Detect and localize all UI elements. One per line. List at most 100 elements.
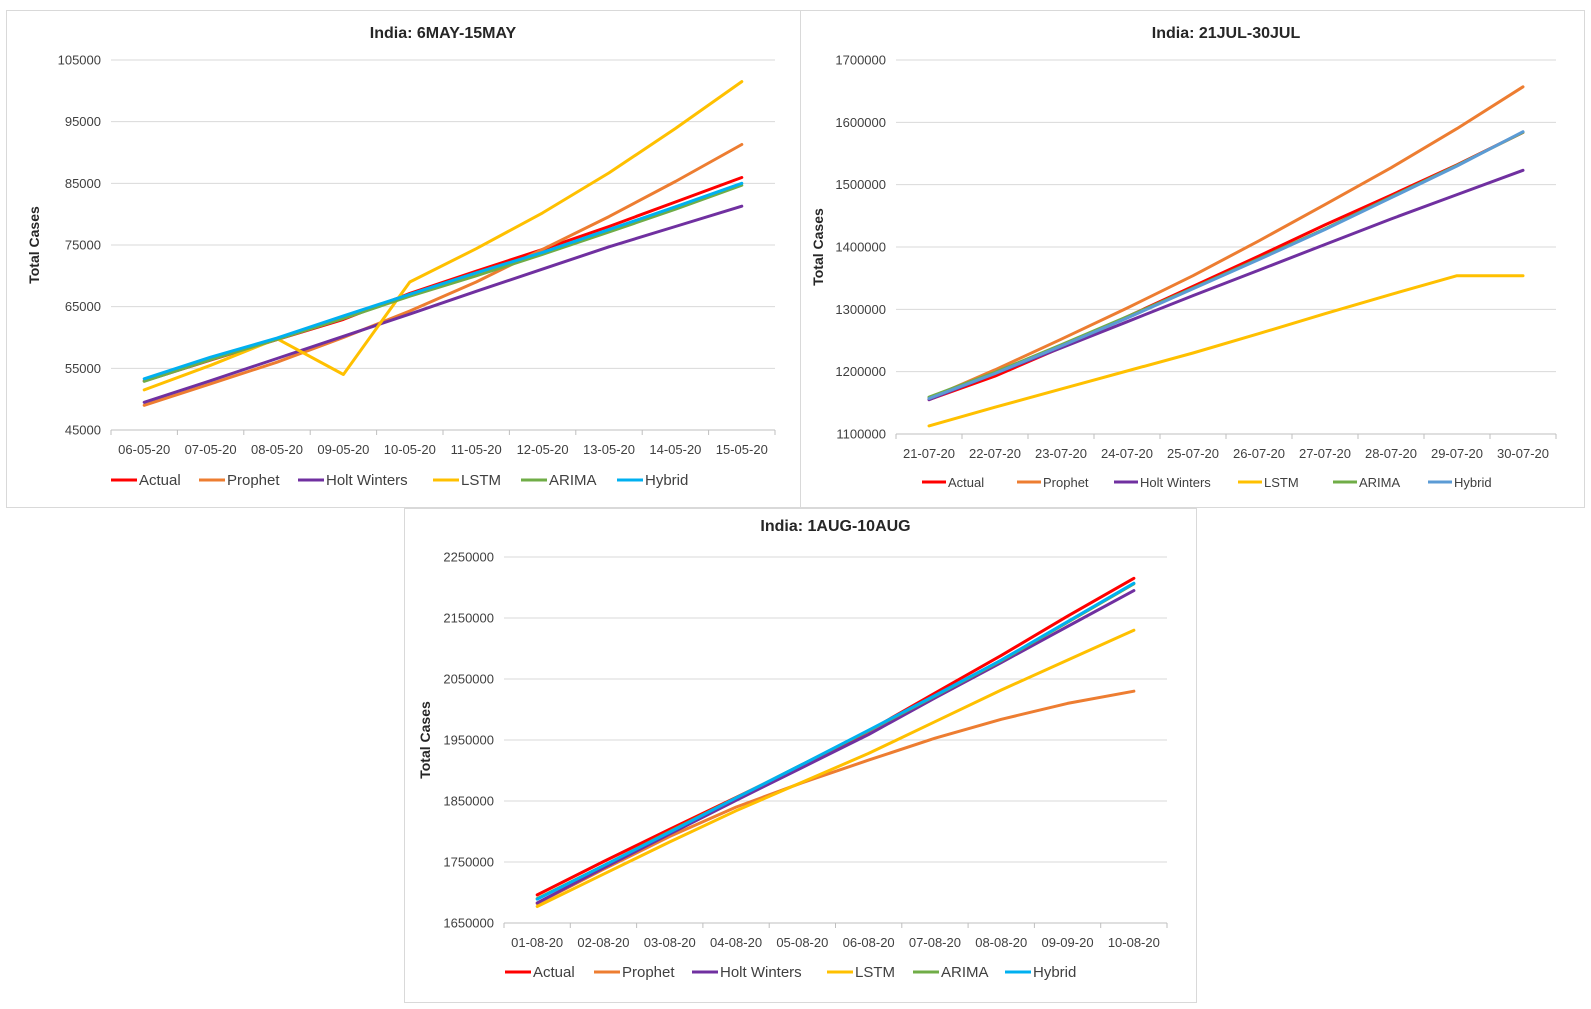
chart-panel-august: India: 1AUG-10AUG Total Cases 1650000 17500… — [404, 508, 1197, 1003]
y-tick-label: 105000 — [58, 53, 101, 68]
series-line-hybrid — [535, 581, 1136, 901]
x-tick-label: 08-05-20 — [251, 442, 303, 457]
y-tick-label: 2250000 — [443, 550, 494, 565]
y-tick-label: 1500000 — [835, 177, 886, 192]
x-tick-label: 23-07-20 — [1035, 446, 1087, 461]
y-tick-label: 45000 — [65, 423, 101, 438]
legend-item-prophet: Prophet — [199, 472, 280, 489]
x-tick-label: 14-05-20 — [649, 442, 701, 457]
legend-label: LSTM — [1264, 475, 1299, 490]
x-tick-label: 06-08-20 — [843, 935, 895, 950]
x-tick-label: 22-07-20 — [969, 446, 1021, 461]
series-line-hybrid — [142, 181, 744, 381]
x-tick-label: 30-07-20 — [1497, 446, 1549, 461]
series-line-lstm — [927, 274, 1525, 428]
y-axis-label: Total Cases — [26, 206, 42, 284]
legend-item-prophet: Prophet — [594, 964, 675, 981]
series-line-prophet — [927, 85, 1525, 400]
legend-label: Actual — [948, 475, 984, 490]
y-tick-label: 1850000 — [443, 794, 494, 809]
y-tick-label: 1750000 — [443, 855, 494, 870]
series-line-actual — [535, 576, 1136, 897]
x-tick-label: 03-08-20 — [644, 935, 696, 950]
legend-item-holt-winters: Holt Winters — [298, 472, 408, 489]
line-chart-may: India: 6MAY-15MAY Total Cases 45000 55000 65… — [26, 25, 776, 489]
x-tick-label: 27-07-20 — [1299, 446, 1351, 461]
y-tick-label: 1400000 — [835, 240, 886, 255]
legend-item-actual: Actual — [111, 472, 181, 489]
x-tick-label: 10-08-20 — [1108, 935, 1160, 950]
y-axis-label: Total Cases — [810, 208, 826, 286]
series-line-lstm — [142, 80, 744, 392]
legend-label: Prophet — [1043, 475, 1089, 490]
y-tick-label: 2050000 — [443, 672, 494, 687]
y-tick-label: 95000 — [65, 114, 101, 129]
y-tick-label: 75000 — [65, 238, 101, 253]
legend-item-holt-winters: Holt Winters — [1114, 475, 1211, 490]
series-line-prophet — [142, 143, 744, 407]
x-tick-label: 11-05-20 — [451, 442, 502, 457]
legend-label: Holt Winters — [720, 964, 802, 981]
x-tick-label: 09-05-20 — [317, 442, 369, 457]
line-chart-july: India: 21JUL-30JUL Total Cases 1100000 1200… — [810, 25, 1557, 490]
x-tick-label: 24-07-20 — [1101, 446, 1153, 461]
chart-title: India: 6MAY-15MAY — [370, 25, 517, 42]
series-line-arima — [142, 183, 744, 383]
line-chart-august: India: 1AUG-10AUG Total Cases 1650000 17500… — [417, 518, 1168, 981]
legend-label: Holt Winters — [1140, 475, 1211, 490]
x-tick-label: 06-05-20 — [118, 442, 170, 457]
legend-label: Holt Winters — [326, 472, 408, 489]
legend-item-arima: ARIMA — [913, 964, 989, 981]
x-tick-label: 07-08-20 — [909, 935, 961, 950]
legend-label: Hybrid — [1033, 964, 1076, 981]
legend-label: ARIMA — [1359, 475, 1401, 490]
series-line-prophet — [535, 689, 1136, 905]
y-tick-label: 1200000 — [835, 364, 886, 379]
series-line-lstm — [535, 628, 1136, 908]
x-tick-label: 02-08-20 — [577, 935, 629, 950]
legend-label: Prophet — [622, 964, 675, 981]
x-tick-label: 29-07-20 — [1431, 446, 1483, 461]
legend-item-hybrid: Hybrid — [617, 472, 688, 489]
chart-title: India: 1AUG-10AUG — [760, 518, 910, 535]
legend-item-holt-winters: Holt Winters — [692, 964, 802, 981]
y-tick-label: 1300000 — [835, 302, 886, 317]
y-tick-label: 1950000 — [443, 733, 494, 748]
legend-item-actual: Actual — [922, 475, 984, 490]
legend-label: LSTM — [855, 964, 895, 981]
y-tick-label: 1600000 — [835, 115, 886, 130]
x-tick-label: 01-08-20 — [511, 935, 563, 950]
chart-panel-may: India: 6MAY-15MAY Total Cases 45000 55000 65… — [6, 10, 801, 508]
x-tick-label: 21-07-20 — [903, 446, 955, 461]
y-tick-label: 65000 — [65, 299, 101, 314]
x-tick-label: 07-05-20 — [185, 442, 237, 457]
legend-item-prophet: Prophet — [1017, 475, 1089, 490]
x-tick-label: 08-08-20 — [975, 935, 1027, 950]
y-tick-label: 55000 — [65, 361, 101, 376]
x-tick-label: 25-07-20 — [1167, 446, 1219, 461]
legend-item-actual: Actual — [505, 964, 575, 981]
legend-label: Prophet — [227, 472, 280, 489]
y-tick-label: 85000 — [65, 176, 101, 191]
legend-label: LSTM — [461, 472, 501, 489]
legend-label: ARIMA — [941, 964, 989, 981]
x-tick-label: 28-07-20 — [1365, 446, 1417, 461]
legend-label: Actual — [533, 964, 575, 981]
series-line-holt-winters — [142, 204, 744, 404]
legend-item-lstm: LSTM — [827, 964, 895, 981]
x-tick-label: 09-09-20 — [1042, 935, 1094, 950]
legend-label: Actual — [139, 472, 181, 489]
x-tick-label: 04-08-20 — [710, 935, 762, 950]
x-tick-label: 05-08-20 — [776, 935, 828, 950]
x-tick-label: 12-05-20 — [517, 442, 569, 457]
series-line-arima — [927, 130, 1525, 399]
legend-label: Hybrid — [1454, 475, 1492, 490]
legend-label: Hybrid — [645, 472, 688, 489]
legend-item-lstm: LSTM — [1238, 475, 1299, 490]
legend-label: ARIMA — [549, 472, 597, 489]
y-tick-label: 1100000 — [836, 427, 886, 442]
y-tick-label: 2150000 — [443, 611, 494, 626]
y-tick-label: 1650000 — [443, 916, 494, 931]
series-line-holt-winters — [535, 589, 1136, 905]
x-tick-label: 26-07-20 — [1233, 446, 1285, 461]
